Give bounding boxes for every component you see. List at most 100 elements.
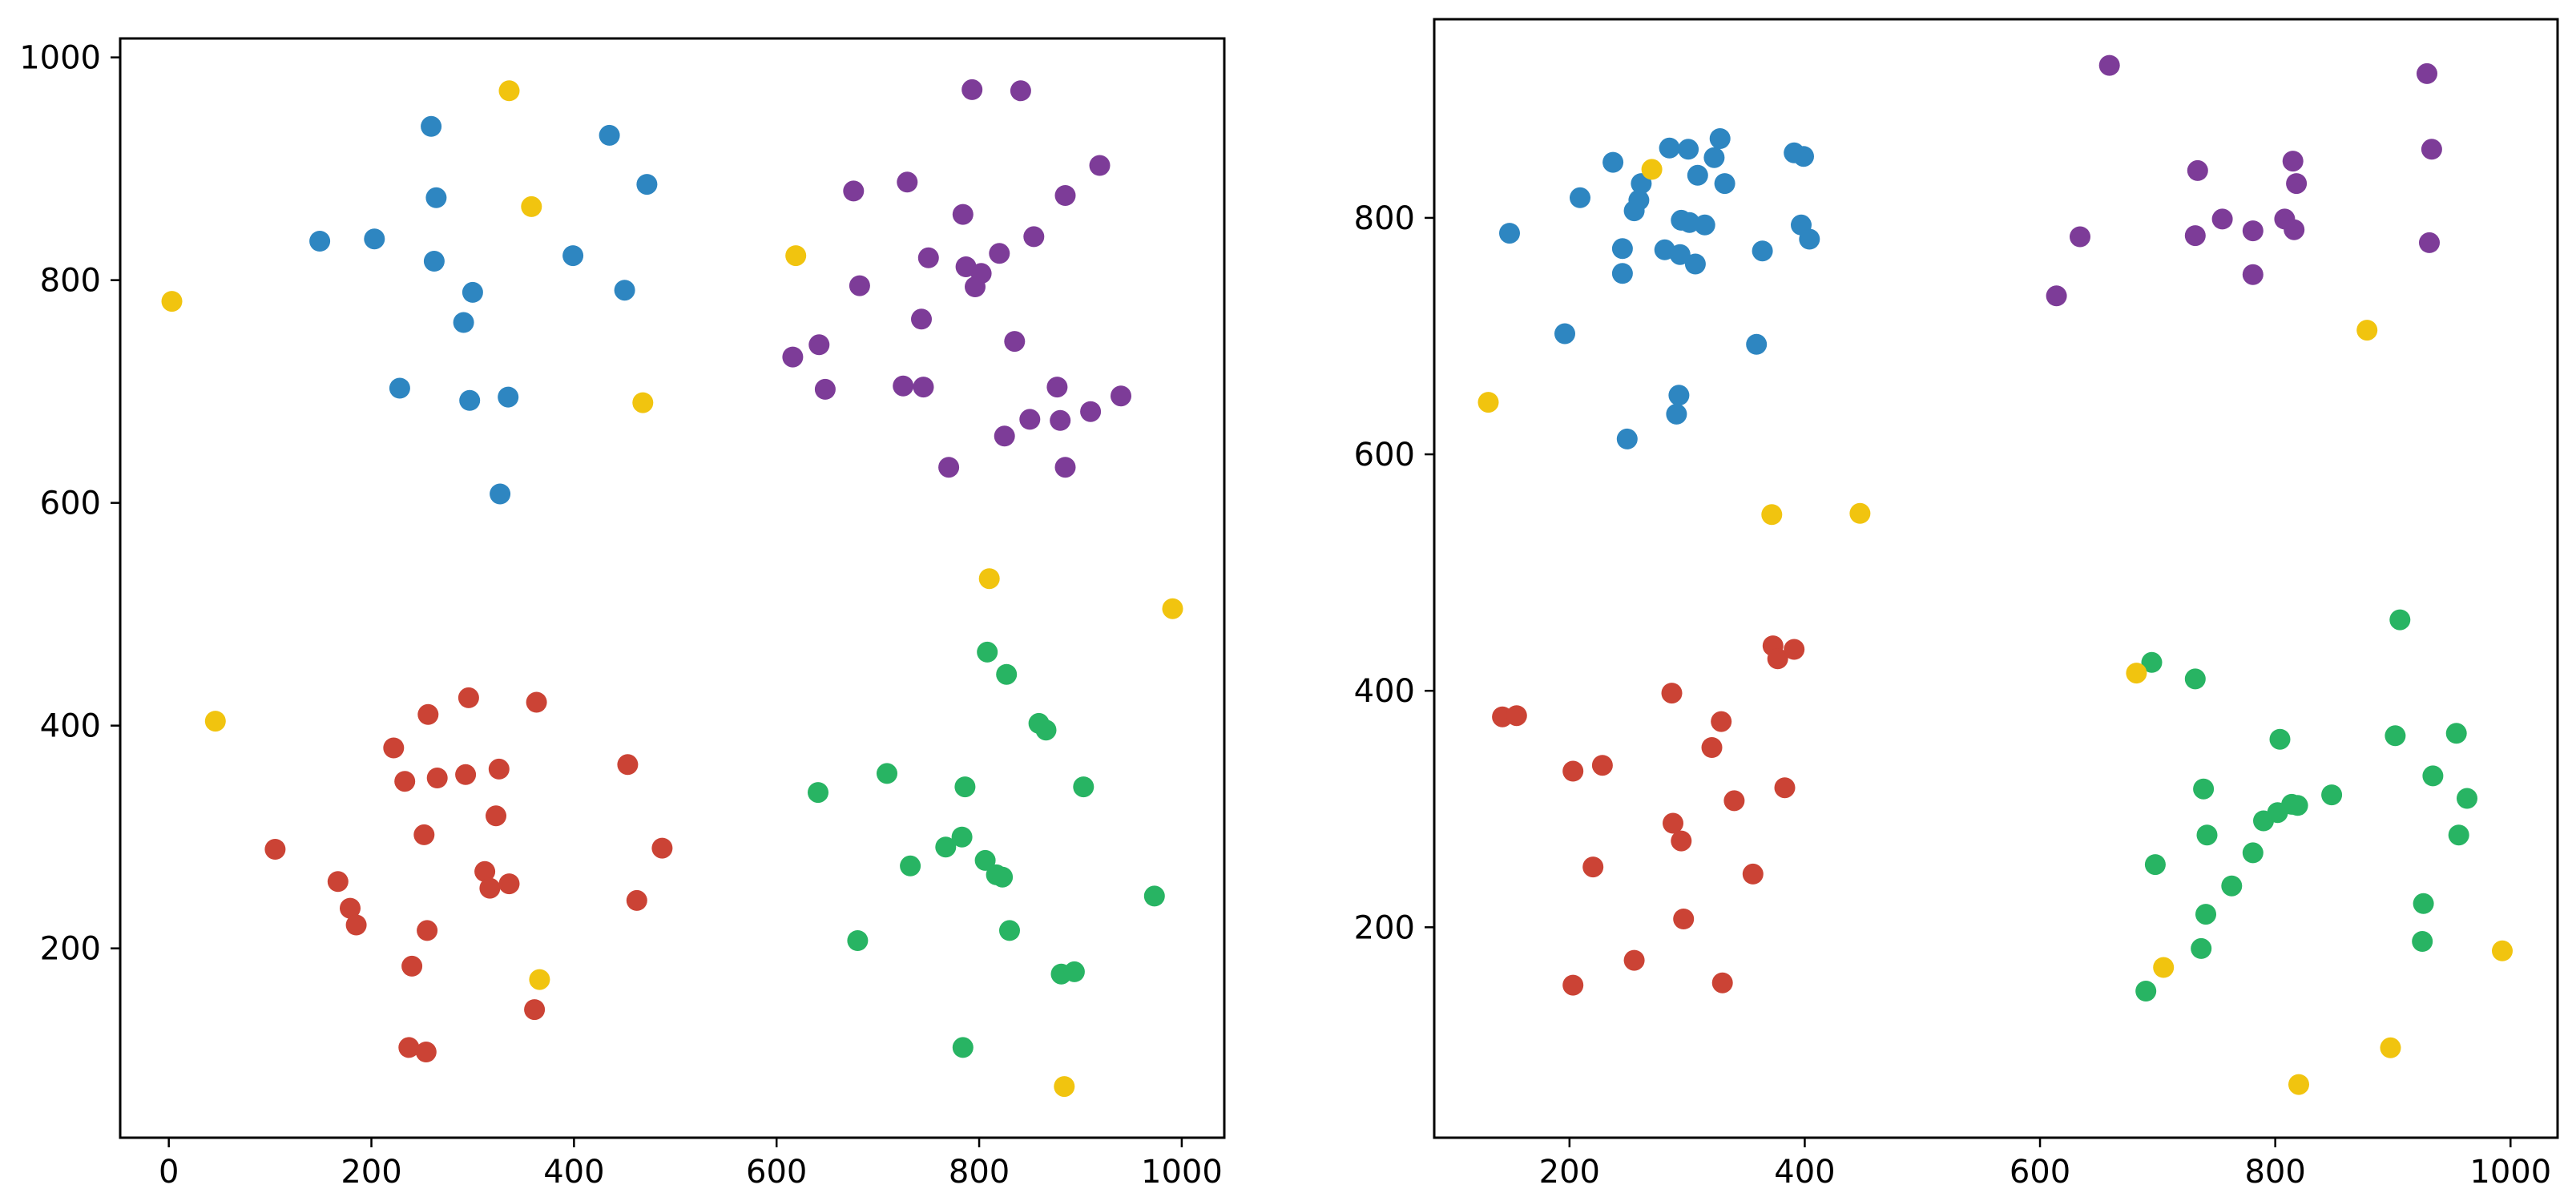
left-green-point-12 (974, 849, 996, 871)
left-blue-point-11 (562, 245, 584, 267)
right-green-point-2 (2144, 854, 2166, 876)
left-red-point-23 (415, 1042, 437, 1062)
right-blue-point-0 (1499, 223, 1520, 244)
left-red-point-6 (394, 771, 416, 792)
left-yellow-point-5 (204, 711, 226, 732)
right-yellow-point-6 (2288, 1074, 2309, 1095)
right-green-point-4 (2191, 937, 2212, 959)
left-yellow-point-9 (1054, 1076, 1075, 1098)
right-y-tick-label-1: 400 (1354, 673, 1415, 710)
right-yellow-point-0 (1477, 392, 1499, 413)
left-scatter-panel: 0 200 400 600 800 1000 200 400 600 800 1000 (19, 37, 1226, 1191)
right-blue-point-29 (1799, 228, 1820, 250)
left-red-point-17 (498, 873, 520, 895)
left-purple-point-2 (1089, 155, 1111, 176)
left-plot-frame (119, 37, 1226, 1139)
left-y-tick-label-1: 400 (40, 708, 101, 745)
left-red-point-0 (264, 839, 286, 860)
right-yellow-point-3 (1849, 502, 1871, 524)
right-purple-point-9 (2282, 151, 2304, 172)
left-red-point-10 (455, 764, 477, 785)
right-red-point-1 (1506, 705, 1527, 727)
left-x-tick-label-0: 0 (159, 1154, 179, 1191)
left-blue-point-2 (421, 115, 442, 137)
right-yellow-point-9 (2492, 940, 2513, 961)
right-green-point-22 (2448, 824, 2469, 846)
right-red-point-7 (1661, 683, 1683, 704)
right-scatter-panel: 200 400 600 800 1000 200 400 600 800 (1354, 18, 2559, 1191)
right-yellow-point-4 (2126, 663, 2147, 684)
left-x-tick-label-1: 200 (341, 1154, 401, 1191)
left-purple-point-25 (1050, 409, 1071, 431)
right-purple-point-2 (2098, 54, 2120, 76)
right-yellow-point-2 (1761, 504, 1783, 526)
right-purple-point-0 (2046, 285, 2067, 307)
right-green-point-6 (2195, 904, 2216, 925)
left-x-tick-label-5: 1000 (1141, 1154, 1223, 1191)
right-green-point-21 (2445, 723, 2467, 744)
left-y-tick-label-3: 800 (40, 263, 101, 300)
left-purple-point-26 (994, 425, 1015, 447)
right-purple-point-13 (2419, 232, 2440, 253)
right-yellow-point-1 (1641, 159, 1663, 180)
right-y-tick-label-0: 200 (1354, 909, 1415, 946)
right-blue-point-8 (1628, 189, 1650, 211)
right-x-tick-label-1: 400 (1774, 1154, 1835, 1191)
left-blue-point-12 (599, 124, 620, 146)
right-red-point-10 (1673, 909, 1695, 929)
right-blue-point-24 (1746, 333, 1768, 355)
left-purple-point-5 (952, 204, 974, 225)
left-yellow-point-7 (1162, 598, 1183, 619)
left-red-point-15 (474, 860, 496, 882)
right-blue-point-5 (1611, 263, 1633, 284)
left-blue-point-6 (453, 312, 474, 333)
left-red-point-12 (488, 758, 510, 780)
left-blue-point-3 (425, 187, 447, 208)
right-red-point-13 (1711, 972, 1733, 993)
left-purple-point-20 (913, 377, 934, 398)
right-green-point-15 (2321, 784, 2343, 806)
left-purple-point-3 (1054, 185, 1076, 206)
left-yellow-point-2 (161, 291, 183, 312)
right-red-point-11 (1701, 737, 1723, 758)
right-green-point-8 (2221, 875, 2243, 897)
right-green-point-1 (2141, 651, 2163, 673)
left-x-tick-label-2: 400 (543, 1154, 604, 1191)
left-blue-point-13 (614, 280, 635, 301)
right-blue-point-12 (1666, 403, 1687, 425)
left-green-point-18 (1143, 885, 1165, 907)
right-purple-point-12 (2417, 62, 2437, 84)
left-purple-point-0 (961, 79, 983, 100)
right-red-point-5 (1591, 755, 1613, 776)
left-green-point-6 (954, 776, 976, 798)
left-purple-point-16 (782, 346, 804, 368)
right-blue-point-13 (1668, 385, 1690, 406)
left-blue-point-9 (498, 386, 519, 408)
right-x-tick-label-0: 200 (1539, 1154, 1600, 1191)
left-red-point-9 (426, 768, 448, 788)
right-green-point-7 (2196, 824, 2218, 846)
left-yellow-point-1 (521, 195, 542, 217)
right-red-point-6 (1623, 949, 1645, 971)
left-red-point-4 (417, 920, 438, 941)
left-green-point-8 (996, 663, 1018, 685)
left-blue-point-14 (636, 174, 658, 195)
right-blue-point-21 (1703, 147, 1725, 168)
left-purple-point-18 (814, 378, 836, 400)
left-x-tick-label-4: 800 (949, 1154, 1010, 1191)
right-red-point-18 (1774, 777, 1796, 799)
right-purple-point-14 (2421, 139, 2442, 160)
left-green-point-17 (1063, 961, 1085, 982)
right-y-tick-label-3: 800 (1354, 200, 1415, 237)
right-purple-point-4 (2187, 159, 2208, 181)
left-yellow-point-6 (978, 568, 1000, 590)
right-red-point-3 (1562, 974, 1584, 996)
left-blue-point-4 (423, 251, 445, 272)
right-blue-point-2 (1570, 187, 1590, 208)
left-x-tick-label-3: 600 (746, 1154, 807, 1191)
right-green-point-12 (2269, 728, 2291, 750)
left-purple-point-24 (1019, 409, 1041, 430)
left-purple-point-23 (1080, 401, 1102, 422)
left-red-point-24 (524, 999, 546, 1021)
right-yellow-point-5 (2153, 957, 2175, 978)
